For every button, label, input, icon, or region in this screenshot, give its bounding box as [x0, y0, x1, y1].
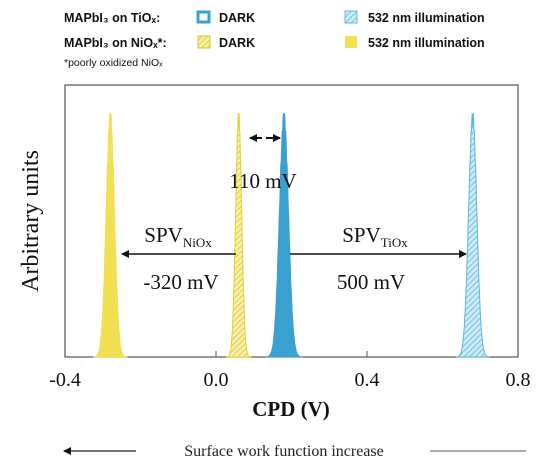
legend-tio-dark-swatch — [196, 10, 211, 24]
legend: MAPbI₃ on TiOₓ: DARK 532 nm illumination… — [64, 10, 485, 69]
spv-nio-label-sub: NiOx — [183, 235, 212, 250]
legend-nio-dark-label: DARK — [219, 36, 255, 50]
spv-nio-label-main: SPV — [144, 223, 183, 247]
legend-tio-dark-label: DARK — [219, 11, 255, 25]
peak-3 — [93, 113, 128, 358]
spv-nio-label: SPVNiOx — [144, 223, 212, 250]
peak-0 — [265, 113, 303, 358]
spv-tio-value: 500 mV — [337, 270, 405, 294]
x-axis-label: CPD (V) — [252, 397, 330, 421]
peak-1 — [455, 113, 490, 358]
legend-tio-illum-swatch — [344, 10, 358, 24]
spv-tio-label-sub: TiOx — [381, 235, 408, 250]
peaks-group — [93, 113, 490, 358]
legend-nio-illum-label: 532 nm illumination — [368, 36, 485, 50]
spv-tio-label-main: SPV — [342, 223, 381, 247]
spv-tio-label: SPVTiOx — [342, 223, 408, 250]
legend-tio-illum-label: 532 nm illumination — [368, 11, 485, 25]
x-tick-label: 0.0 — [204, 369, 229, 391]
legend-footnote: *poorly oxidized NiOₓ — [64, 57, 163, 69]
legend-row2-label: MAPbI₃ on NiOₓ*: — [64, 36, 167, 50]
dark-diff-label: 110 mV — [229, 169, 296, 193]
x-tick-label: 0.8 — [506, 369, 531, 391]
footer-label: Surface work function increase — [184, 443, 383, 460]
footer: Surface work function increase — [63, 443, 526, 460]
x-ticks-group: -0.4 0.0 0.4 0.8 — [49, 351, 531, 391]
peak-2 — [226, 113, 252, 358]
spv-nio-value: -320 mV — [143, 270, 218, 294]
y-axis-label: Arbitrary units — [18, 150, 44, 292]
legend-nio-dark-swatch — [197, 35, 211, 49]
x-tick-label: -0.4 — [49, 369, 81, 391]
x-tick-label: 0.4 — [355, 369, 380, 391]
legend-row1-label: MAPbI₃ on TiOₓ: — [64, 11, 160, 25]
annotations: 110 mV SPVNiOx -320 mV SPVTiOx 500 mV — [121, 134, 467, 294]
legend-nio-illum-swatch — [345, 36, 357, 48]
